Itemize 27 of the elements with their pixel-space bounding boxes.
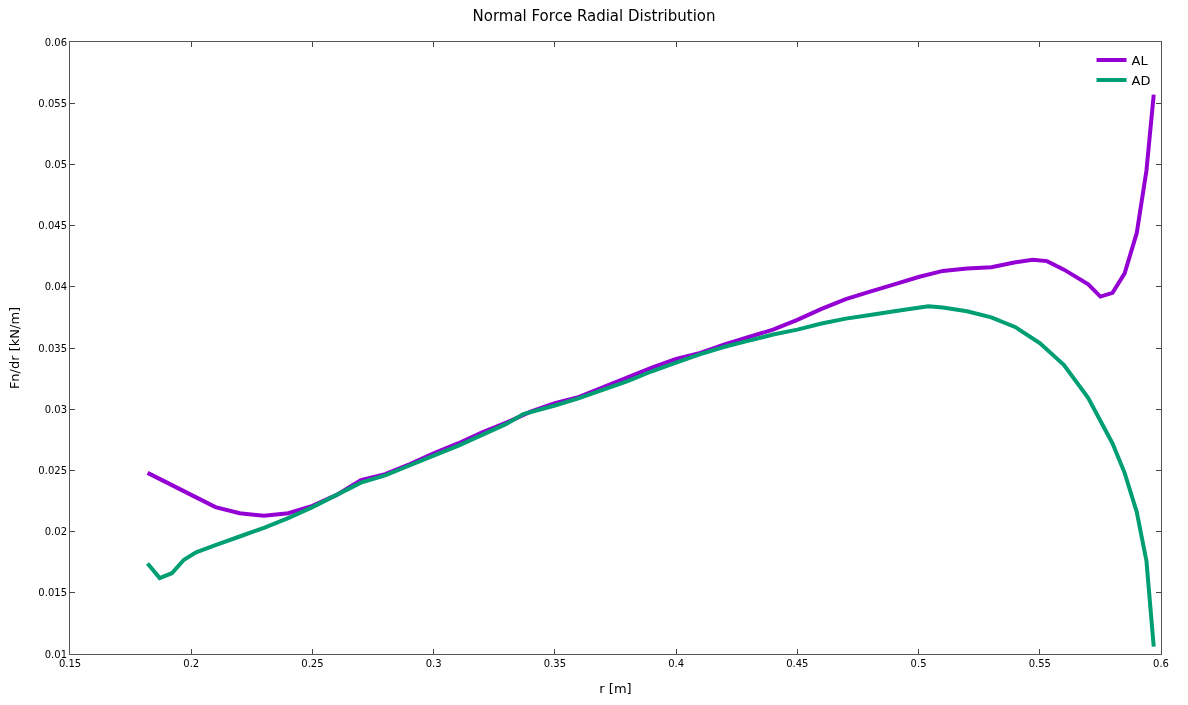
y-tick-label: 0.025 — [38, 464, 67, 476]
x-tick-label: 0.45 — [786, 658, 809, 669]
x-tick-label: 0.25 — [301, 658, 324, 669]
legend-label: AD — [1131, 72, 1151, 88]
y-tick-label: 0.03 — [44, 403, 67, 415]
legend-label: AL — [1131, 53, 1149, 69]
y-tick-label: 0.045 — [38, 220, 67, 232]
x-tick-label: 0.55 — [1028, 658, 1051, 669]
y-tick-label: 0.035 — [38, 342, 67, 354]
line-series — [145, 304, 1156, 649]
y-tick-label: 0.02 — [44, 526, 67, 538]
x-tick-label: 0.15 — [58, 658, 82, 669]
x-tick-label: 0.3 — [425, 658, 442, 669]
x-axis-title: r [m] — [599, 680, 632, 696]
y-axis-title: Fn/dr [kN/m] — [7, 306, 23, 390]
y-tick-label: 0.01 — [44, 648, 67, 660]
x-tick-label: 0.4 — [668, 658, 685, 669]
x-tick-label: 0.6 — [1153, 658, 1169, 669]
x-tick-label: 0.35 — [543, 658, 567, 669]
chart-title: Normal Force Radial Distribution — [472, 7, 716, 26]
y-tick-label: 0.05 — [44, 158, 67, 170]
y-tick-label: 0.015 — [38, 587, 67, 599]
x-tick-label: 0.5 — [910, 658, 927, 669]
y-tick-label: 0.04 — [44, 281, 67, 293]
y-tick-label: 0.055 — [38, 97, 67, 109]
x-tick-label: 0.2 — [183, 658, 200, 669]
y-tick-label: 0.06 — [44, 36, 67, 48]
